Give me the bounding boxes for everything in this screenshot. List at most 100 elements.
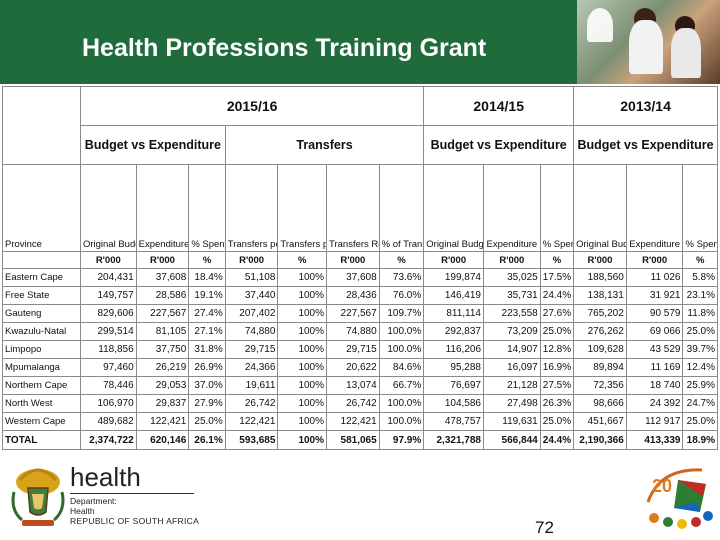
table-cell: 26,742	[326, 394, 380, 413]
table-cell: 74,880	[326, 322, 380, 341]
table-cell: 118,856	[79, 340, 137, 359]
table-cell: 100.0%	[378, 340, 425, 359]
table-cell: 100%	[277, 412, 328, 431]
table-cell: 25.0%	[539, 412, 575, 431]
table-cell: 25.0%	[682, 322, 718, 341]
table-cell: 25.0%	[188, 412, 226, 431]
department-text: Department: Health REPUBLIC OF SOUTH AFR…	[70, 496, 200, 526]
table-cell: 276,262	[573, 322, 627, 341]
table-row: Limpopo 118,856 37,750 31.8% 29,715 100% 29,71…	[2, 340, 718, 359]
column-header: Expenditure	[135, 164, 190, 252]
table-cell: 478,757	[423, 412, 484, 431]
table-cell: 104,586	[423, 394, 484, 413]
table-cell: 299,514	[79, 322, 137, 341]
table-row: Mpumalanga 97,460 26,219 26.9% 24,366 100% 20,…	[2, 358, 718, 377]
province-name: Limpopo	[2, 340, 81, 359]
table-cell: 29,053	[135, 376, 190, 395]
table-cell: 138,131	[573, 286, 627, 305]
header-photo	[577, 0, 720, 84]
table-cell: 26,742	[224, 394, 279, 413]
year-header-2014-15: 2014/15	[423, 86, 575, 126]
column-header: % of Transfers Received	[378, 164, 425, 252]
table-cell: 24,366	[224, 358, 279, 377]
table-cell: 451,667	[573, 412, 627, 431]
table-cell: 95,288	[423, 358, 484, 377]
province-name: Eastern Cape	[2, 268, 81, 287]
section-header: Budget vs Expenditure	[423, 125, 575, 165]
column-header: % Spent of Budget	[682, 164, 718, 252]
table-cell: 24 392	[625, 394, 684, 413]
table-cell: 73,209	[483, 322, 541, 341]
province-name: Free State	[2, 286, 81, 305]
health-wordmark: health	[70, 462, 141, 492]
table-cell: 100%	[277, 394, 328, 413]
table-cell: 765,202	[573, 304, 627, 323]
column-header: Expenditure	[625, 164, 684, 252]
table-cell: 19,611	[224, 376, 279, 395]
column-header: Expenditure	[483, 164, 541, 252]
column-header: Original Budget	[423, 164, 484, 252]
column-header: % Spent of Budget	[539, 164, 575, 252]
table-cell: 27.6%	[539, 304, 575, 323]
table-cell: 489,682	[79, 412, 137, 431]
table-cell: 17.5%	[539, 268, 575, 287]
table-row: North West 106,970 29,837 27.9% 26,742 100% 26…	[2, 394, 718, 413]
table-cell: 26.3%	[539, 394, 575, 413]
table-cell: 100.0%	[378, 394, 425, 413]
column-header: Province	[2, 164, 81, 252]
table-row: Western Cape 489,682 122,421 25.0% 122,421 10…	[2, 412, 718, 431]
table-cell: 66.7%	[378, 376, 425, 395]
table-cell: 84.6%	[378, 358, 425, 377]
table-cell: 16.9%	[539, 358, 575, 377]
table-cell: 14,907	[483, 340, 541, 359]
table-cell: 37,608	[135, 268, 190, 287]
table-cell: 188,560	[573, 268, 627, 287]
table-cell: 76.0%	[378, 286, 425, 305]
svg-text:20: 20	[652, 476, 672, 496]
table-cell: 72,356	[573, 376, 627, 395]
table-cell: 109.7%	[378, 304, 425, 323]
column-header: % Spent of Budget	[188, 164, 226, 252]
table-cell: 811,114	[423, 304, 484, 323]
table-cell: 204,431	[79, 268, 137, 287]
table-cell: 97,460	[79, 358, 137, 377]
table-cell: 51,108	[224, 268, 279, 287]
table-cell: 112 917	[625, 412, 684, 431]
table-cell: 227,567	[135, 304, 190, 323]
table-cell: 149,757	[79, 286, 137, 305]
province-name: Gauteng	[2, 304, 81, 323]
total-row: TOTAL 2,374,722 620,146 26.1% 593,685 10…	[2, 430, 718, 450]
table-cell: 25.0%	[682, 412, 718, 431]
table-cell: 25.9%	[682, 376, 718, 395]
table-cell: 24.7%	[682, 394, 718, 413]
table-row: Kwazulu-Natal 299,514 81,105 27.1% 74,880 100…	[2, 322, 718, 341]
table-cell: 19.1%	[188, 286, 226, 305]
table-cell: 27.5%	[539, 376, 575, 395]
table-cell: 23.1%	[682, 286, 718, 305]
table-cell: 199,874	[423, 268, 484, 287]
province-name: North West	[2, 394, 81, 413]
table-cell: 21,128	[483, 376, 541, 395]
table-cell: 5.8%	[682, 268, 718, 287]
table-cell: 11.8%	[682, 304, 718, 323]
table-cell: 76,697	[423, 376, 484, 395]
year-header-2013-14: 2013/14	[573, 86, 718, 126]
grant-table: 2015/16 2014/15 2013/14 Budget vs Expend…	[2, 86, 718, 450]
table-cell: 39.7%	[682, 340, 718, 359]
table-cell: 106,970	[79, 394, 137, 413]
table-cell: 18 740	[625, 376, 684, 395]
table-cell: 12.4%	[682, 358, 718, 377]
table-cell: 207,402	[224, 304, 279, 323]
table-cell: 37,608	[326, 268, 380, 287]
table-cell: 31.8%	[188, 340, 226, 359]
table-cell: 292,837	[423, 322, 484, 341]
table-cell: 100%	[277, 376, 328, 395]
table-row: Free State 149,757 28,586 19.1% 37,440 100% 28…	[2, 286, 718, 305]
table-cell: 37,750	[135, 340, 190, 359]
table-cell: 27.9%	[188, 394, 226, 413]
table-cell: 11 026	[625, 268, 684, 287]
table-cell: 122,421	[135, 412, 190, 431]
column-header: Original Budget	[573, 164, 627, 252]
table-cell: 29,715	[326, 340, 380, 359]
table-cell: 100%	[277, 322, 328, 341]
